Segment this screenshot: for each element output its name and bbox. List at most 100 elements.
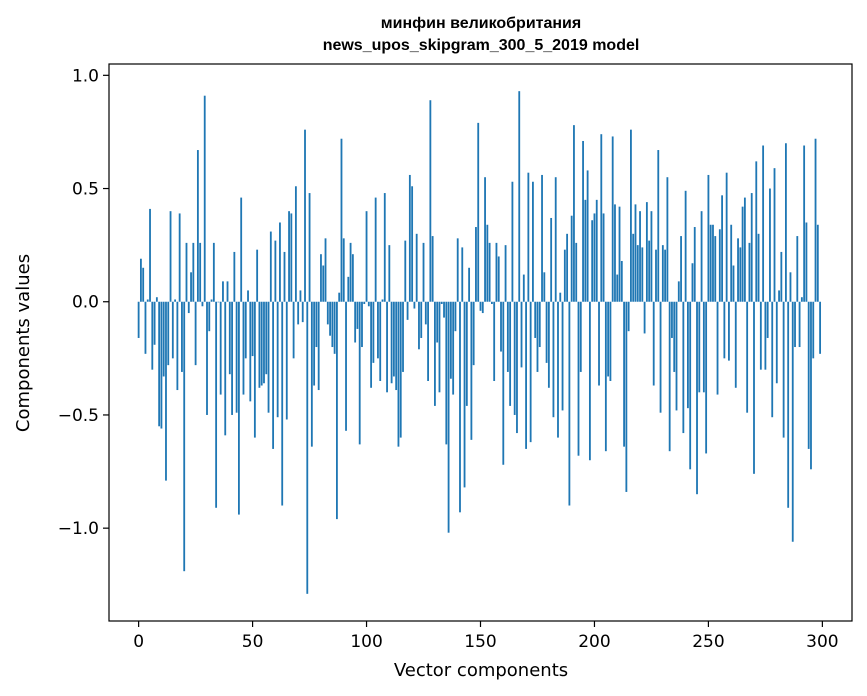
bar [529, 301, 532, 443]
bar [183, 301, 186, 572]
bar [588, 301, 591, 461]
bar [566, 233, 569, 302]
bar [798, 301, 801, 348]
bar [146, 299, 149, 302]
bar [420, 301, 423, 338]
bar [709, 224, 712, 302]
bar [639, 211, 641, 302]
bar [666, 177, 669, 302]
bar [470, 301, 473, 440]
bar [819, 301, 822, 354]
x-tick-label: 200 [578, 632, 610, 652]
bar [700, 211, 703, 302]
bar [705, 301, 708, 454]
bar [165, 301, 167, 481]
bar [734, 301, 737, 388]
bar [543, 272, 546, 302]
bar [144, 301, 147, 354]
bar [402, 301, 404, 372]
bar [196, 150, 199, 302]
bar [472, 301, 475, 366]
bar [775, 301, 778, 384]
bar [559, 292, 562, 302]
bar [816, 224, 819, 302]
bar [210, 299, 213, 302]
bar [324, 238, 327, 302]
x-axis-ticks: 0 50 100 150 200 250 300 [133, 621, 839, 652]
bar [773, 168, 776, 302]
bar [367, 301, 370, 307]
bar [645, 202, 648, 302]
y-axis-ticks: 1.0 0.5 0.0 −0.5 −1.0 [58, 66, 109, 539]
bar [598, 301, 600, 386]
bar [427, 301, 429, 381]
bar [762, 145, 765, 302]
bar [167, 301, 170, 366]
bar [479, 301, 482, 311]
bar [584, 199, 587, 302]
bar [399, 301, 402, 438]
bar [358, 301, 361, 445]
bar [459, 301, 461, 513]
bar [215, 301, 218, 508]
x-tick-label: 150 [464, 632, 496, 652]
bar [178, 213, 181, 302]
bar [276, 301, 279, 418]
bar [306, 301, 309, 594]
bar [778, 290, 780, 302]
bar [486, 224, 489, 302]
bar [675, 301, 678, 411]
bar [552, 301, 555, 418]
bar [242, 301, 245, 395]
bar [490, 301, 493, 305]
bar [500, 301, 502, 352]
bar [630, 129, 632, 302]
bar [728, 301, 730, 361]
bar [258, 301, 261, 388]
bar [256, 249, 259, 302]
y-tick-label: 1.0 [72, 66, 99, 86]
bar [723, 301, 726, 359]
bar [595, 199, 598, 302]
bar [641, 247, 644, 302]
bar [201, 301, 204, 307]
bar [406, 301, 409, 320]
bar [233, 251, 236, 302]
bar [158, 301, 161, 427]
bar [203, 95, 206, 302]
bar [313, 301, 316, 386]
bar [497, 256, 500, 302]
bar [611, 136, 614, 302]
bar [623, 301, 625, 447]
bar [739, 247, 742, 302]
bar [716, 301, 719, 395]
x-tick-label: 0 [133, 632, 144, 652]
bar [545, 301, 548, 363]
bar [604, 301, 607, 452]
bar [185, 242, 188, 302]
bar [579, 301, 582, 372]
bar [522, 274, 525, 302]
bar [714, 236, 717, 302]
bar [440, 301, 443, 305]
bar [541, 174, 543, 302]
bar [627, 301, 630, 332]
bar [445, 301, 448, 445]
bar [171, 301, 174, 359]
bar [411, 186, 414, 302]
bar [274, 240, 277, 302]
bar [249, 301, 252, 402]
bar [618, 206, 621, 302]
bar [449, 301, 452, 379]
bar [696, 301, 698, 495]
bar [468, 267, 471, 302]
bar [228, 301, 231, 375]
y-tick-label: 0.5 [72, 180, 99, 200]
bar [461, 247, 464, 302]
bar [575, 242, 578, 302]
bar [516, 301, 518, 434]
bar [737, 238, 739, 302]
bar [718, 229, 721, 302]
